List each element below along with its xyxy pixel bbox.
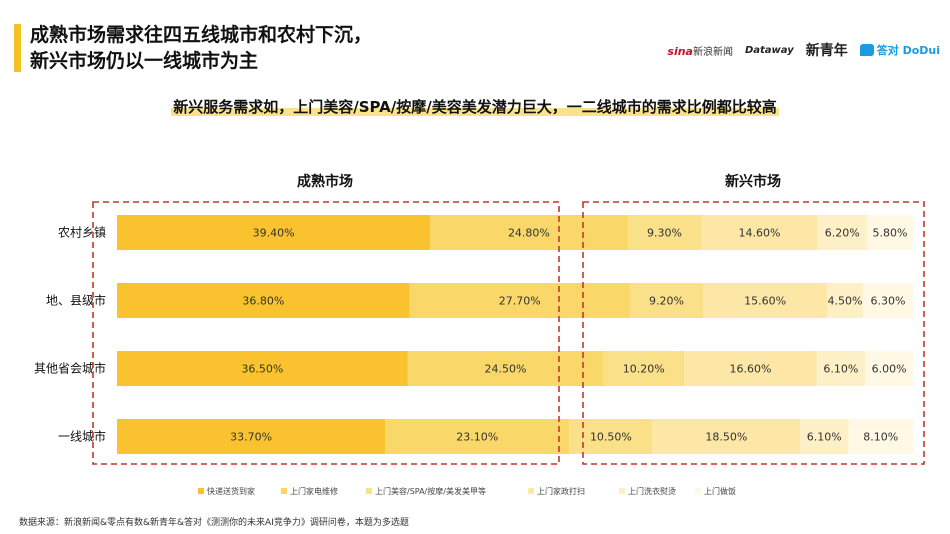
bar-value-label: 6.10% <box>807 431 842 444</box>
bar-value-label: 6.10% <box>823 363 858 376</box>
section-title-mature: 成熟市场 <box>297 173 353 190</box>
dodui-logo-text: 答对 DoDui <box>876 44 940 57</box>
bar-value-label: 24.80% <box>508 227 550 240</box>
sina-logo: sina新浪新闻 <box>667 43 733 58</box>
legend-swatch <box>619 488 625 494</box>
bar-segment <box>652 419 800 454</box>
bar-value-label: 10.20% <box>623 363 665 376</box>
legend-label: 上门家政打扫 <box>537 486 585 496</box>
legend-swatch <box>695 488 701 494</box>
bar-value-label: 23.10% <box>456 431 498 444</box>
dodui-logo: 答对 DoDui <box>859 42 940 58</box>
legend-swatch <box>366 488 372 494</box>
bar-segment <box>117 419 386 454</box>
emerging-market-dashed-box <box>582 201 925 465</box>
bar-segment <box>409 283 630 318</box>
partner-logos: sina新浪新闻 Dataway 新青年 答对 DoDui <box>667 40 940 60</box>
bar-value-label: 5.80% <box>872 227 907 240</box>
title-accent-bar <box>14 24 21 72</box>
bar-value-label: 6.20% <box>825 227 860 240</box>
bar-segment <box>117 215 431 250</box>
dodui-icon <box>859 44 874 56</box>
source-note: 数据来源：新浪新闻&零点有数&新青年&答对《测测你的未来AI竞争力》调研问卷，本… <box>19 518 409 528</box>
title-line-2: 新兴市场仍以一线城市为主 <box>30 50 259 72</box>
bar-segment <box>603 351 685 386</box>
bar-segment <box>865 351 913 386</box>
bar-value-label: 16.60% <box>729 363 771 376</box>
legend-label: 上门美容/SPA/按摩/美发美甲等 <box>375 486 486 496</box>
bar-value-label: 14.60% <box>739 227 781 240</box>
mature-market-dashed-box <box>92 201 560 465</box>
legend-label: 上门做饭 <box>704 486 736 496</box>
bar-segment <box>848 419 913 454</box>
category-label: 地、县级市 <box>46 293 106 308</box>
category-label: 一线城市 <box>58 429 106 444</box>
category-label: 其他省会城市 <box>34 361 106 376</box>
bar-value-label: 18.50% <box>705 431 747 444</box>
bar-value-label: 39.40% <box>253 227 295 240</box>
bar-value-label: 8.10% <box>863 431 898 444</box>
legend-swatch <box>528 488 534 494</box>
sina-logo-mark: sina <box>667 44 693 58</box>
bar-segment <box>799 419 849 454</box>
bar-segment <box>117 283 410 318</box>
bar-value-label: 6.30% <box>870 295 905 308</box>
bar-value-label: 27.70% <box>499 295 541 308</box>
bar-value-label: 6.00% <box>872 363 907 376</box>
legend-label: 上门家电维修 <box>290 486 338 496</box>
bar-value-label: 4.50% <box>828 295 863 308</box>
bar-value-label: 36.80% <box>242 295 284 308</box>
subtitle-text: 新兴服务需求如，上门美容/SPA/按摩/美容美发潜力巨大，一二线城市的需求比例都… <box>171 98 779 116</box>
bar-segment <box>816 351 866 386</box>
bar-value-label: 9.20% <box>649 295 684 308</box>
bar-segment <box>701 215 818 250</box>
bar-segment <box>385 419 570 454</box>
bar-segment <box>627 215 702 250</box>
category-label: 农村乡镇 <box>58 226 106 240</box>
sina-logo-text: 新浪新闻 <box>692 46 733 58</box>
bar-segment <box>407 351 604 386</box>
bar-segment <box>703 283 828 318</box>
title-line-1: 成熟市场需求往四五线城市和农村下沉， <box>30 24 373 46</box>
dataway-logo: Dataway <box>744 44 794 56</box>
bar-value-label: 9.30% <box>647 227 682 240</box>
bar-segment <box>866 215 913 250</box>
xinqingnian-logo: 新青年 <box>805 43 848 59</box>
section-title-emerging: 新兴市场 <box>725 173 781 190</box>
bar-segment <box>684 351 817 386</box>
bar-value-label: 36.50% <box>241 363 283 376</box>
bar-value-label: 15.60% <box>744 295 786 308</box>
subtitle: 新兴服务需求如，上门美容/SPA/按摩/美容美发潜力巨大，一二线城市的需求比例都… <box>0 96 950 117</box>
legend-label: 快递送货到家 <box>207 486 255 496</box>
bar-segment <box>862 283 913 318</box>
legend-swatch <box>281 488 287 494</box>
bar-value-label: 24.50% <box>484 363 526 376</box>
legend-label: 上门洗衣熨烫 <box>628 486 676 496</box>
bar-value-label: 10.50% <box>590 431 632 444</box>
bar-segment <box>629 283 704 318</box>
bar-segment <box>430 215 628 250</box>
bar-segment <box>827 283 863 318</box>
bar-segment <box>117 351 408 386</box>
page-title: 成熟市场需求往四五线城市和农村下沉， 新兴市场仍以一线城市为主 <box>30 22 372 74</box>
legend-swatch <box>198 488 204 494</box>
bar-segment <box>817 215 867 250</box>
bar-value-label: 33.70% <box>230 431 272 444</box>
